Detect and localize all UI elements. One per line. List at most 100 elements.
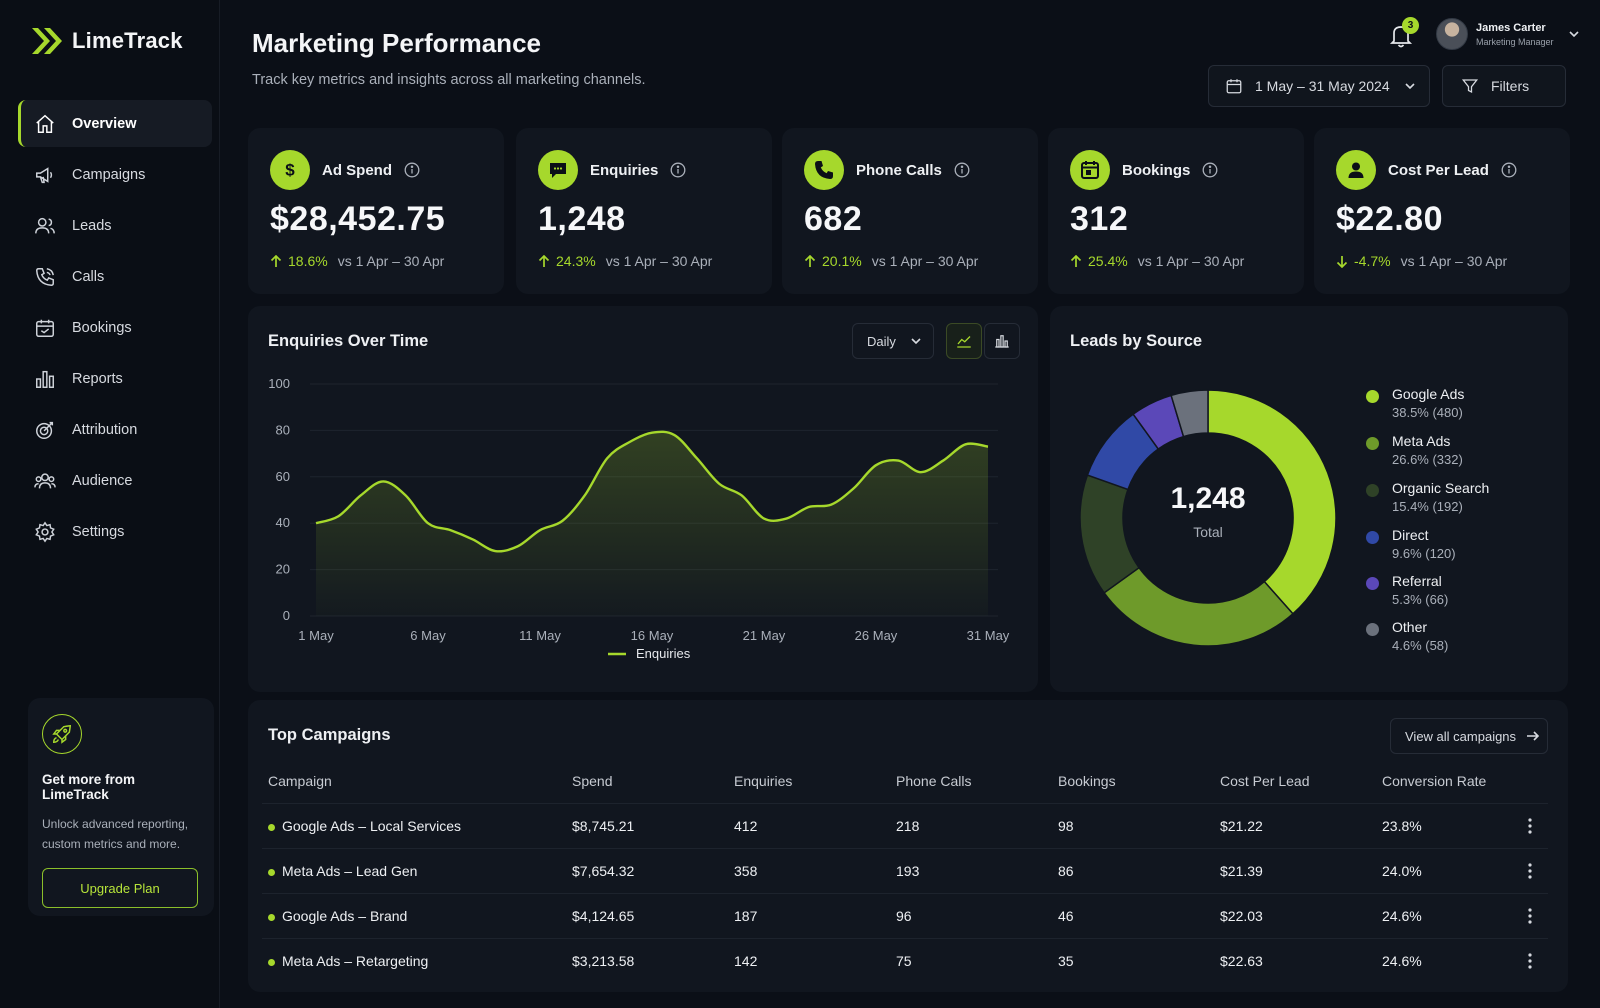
donut-slice-google-ads[interactable] bbox=[1207, 389, 1337, 615]
data-point[interactable] bbox=[624, 436, 636, 448]
data-point[interactable] bbox=[780, 513, 792, 525]
data-point[interactable] bbox=[332, 510, 344, 522]
kpi-value: $28,452.75 bbox=[270, 200, 446, 238]
data-point[interactable] bbox=[736, 489, 748, 501]
data-point[interactable] bbox=[937, 455, 949, 467]
data-point[interactable] bbox=[758, 513, 770, 525]
table-cell: 193 bbox=[896, 863, 920, 879]
donut-slice-other[interactable] bbox=[1170, 389, 1209, 438]
data-point[interactable] bbox=[646, 427, 658, 439]
data-point[interactable] bbox=[982, 441, 994, 453]
column-header-campaign[interactable]: Campaign bbox=[268, 773, 332, 789]
sidebar-item-audience[interactable]: Audience bbox=[18, 457, 212, 504]
donut-slice-meta-ads[interactable] bbox=[1103, 566, 1294, 647]
x-tick-label: 21 May bbox=[743, 628, 786, 643]
legend-label: Google Ads bbox=[1392, 386, 1465, 402]
data-point[interactable] bbox=[534, 524, 546, 536]
data-point[interactable] bbox=[422, 517, 434, 529]
sidebar-item-leads[interactable]: Leads bbox=[18, 202, 212, 249]
bar-chart-icon bbox=[36, 370, 54, 388]
sidebar-item-overview[interactable]: Overview bbox=[18, 100, 212, 147]
sidebar-item-label: Leads bbox=[72, 217, 112, 234]
more-options-icon[interactable] bbox=[1525, 816, 1535, 836]
sidebar-item-settings[interactable]: Settings bbox=[18, 508, 212, 555]
kpi-delta: 25.4% vs 1 Apr – 30 Apr bbox=[1070, 253, 1282, 269]
bar-chart-icon bbox=[995, 335, 1009, 348]
rocket-icon bbox=[42, 714, 82, 754]
sidebar-item-bookings[interactable]: Bookings bbox=[18, 304, 212, 351]
user-menu[interactable]: James Carter Marketing Manager bbox=[1436, 18, 1580, 50]
sidebar-item-reports[interactable]: Reports bbox=[18, 355, 212, 402]
table-row[interactable]: Google Ads – Brand $4,124.65 187 96 46 $22.03… bbox=[262, 893, 1548, 938]
data-point[interactable] bbox=[960, 438, 972, 450]
data-point[interactable] bbox=[444, 524, 456, 536]
line-chart-toggle[interactable] bbox=[946, 323, 982, 359]
data-point[interactable] bbox=[915, 466, 927, 478]
data-point[interactable] bbox=[579, 489, 591, 501]
view-all-campaigns-button[interactable]: View all campaigns bbox=[1390, 718, 1548, 754]
legend-label: Meta Ads bbox=[1392, 433, 1451, 449]
info-icon[interactable] bbox=[404, 162, 420, 178]
sidebar-item-label: Attribution bbox=[72, 421, 138, 438]
info-icon[interactable] bbox=[670, 162, 686, 178]
table-row[interactable]: Google Ads – Local Services $8,745.21 412 2… bbox=[262, 803, 1548, 848]
data-point[interactable] bbox=[713, 478, 725, 490]
bar-chart-toggle[interactable] bbox=[984, 323, 1020, 359]
granularity-select[interactable]: Daily bbox=[852, 323, 934, 359]
sidebar-item-calls[interactable]: Calls bbox=[18, 253, 212, 300]
upgrade-promo: Get more from LimeTrack Unlock advanced … bbox=[28, 698, 214, 916]
table-cell: 24.6% bbox=[1382, 908, 1422, 924]
info-icon[interactable] bbox=[1501, 162, 1517, 178]
data-point[interactable] bbox=[467, 533, 479, 545]
megaphone-icon bbox=[36, 166, 53, 183]
data-point[interactable] bbox=[355, 489, 367, 501]
more-options-icon[interactable] bbox=[1525, 951, 1535, 971]
data-point[interactable] bbox=[825, 499, 837, 511]
home-icon bbox=[36, 114, 54, 133]
data-point[interactable] bbox=[601, 452, 613, 464]
legend-value: 15.4% (192) bbox=[1392, 499, 1463, 514]
more-options-icon[interactable] bbox=[1525, 906, 1535, 926]
data-point[interactable] bbox=[512, 540, 524, 552]
table-cell: Meta Ads – Lead Gen bbox=[282, 863, 418, 879]
data-point[interactable] bbox=[310, 517, 322, 529]
data-point[interactable] bbox=[489, 545, 501, 557]
data-point[interactable] bbox=[892, 455, 904, 467]
info-icon[interactable] bbox=[954, 162, 970, 178]
data-point[interactable] bbox=[556, 515, 568, 527]
table-cell: 23.8% bbox=[1382, 818, 1422, 834]
column-header-enquiries[interactable]: Enquiries bbox=[734, 773, 793, 789]
table-cell: 35 bbox=[1058, 953, 1074, 969]
avatar bbox=[1436, 18, 1468, 50]
top-campaigns-panel bbox=[248, 700, 1568, 992]
data-point[interactable] bbox=[848, 482, 860, 494]
column-header-cost-per-lead[interactable]: Cost Per Lead bbox=[1220, 773, 1310, 789]
kpi-header: $ Ad Spend bbox=[270, 150, 482, 190]
data-point[interactable] bbox=[870, 459, 882, 471]
data-point[interactable] bbox=[691, 452, 703, 464]
column-header-bookings[interactable]: Bookings bbox=[1058, 773, 1116, 789]
sidebar-item-label: Audience bbox=[72, 472, 133, 489]
table-row[interactable]: Meta Ads – Retargeting $3,213.58 142 75 35 $2… bbox=[262, 938, 1548, 983]
data-point[interactable] bbox=[803, 501, 815, 513]
y-tick-label: 60 bbox=[276, 469, 290, 484]
column-header-phone-calls[interactable]: Phone Calls bbox=[896, 773, 972, 789]
logo[interactable]: LimeTrack bbox=[30, 26, 183, 56]
column-header-conversion-rate[interactable]: Conversion Rate bbox=[1382, 773, 1487, 789]
data-point[interactable] bbox=[400, 489, 412, 501]
data-point[interactable] bbox=[668, 429, 680, 441]
data-point[interactable] bbox=[377, 475, 389, 487]
kpi-header: Bookings bbox=[1070, 150, 1282, 190]
kpi-delta-percent: 25.4% bbox=[1088, 253, 1128, 269]
more-options-icon[interactable] bbox=[1525, 861, 1535, 881]
x-tick-label: 16 May bbox=[631, 628, 674, 643]
sidebar-item-attribution[interactable]: Attribution bbox=[18, 406, 212, 453]
info-icon[interactable] bbox=[1202, 162, 1218, 178]
filters-button[interactable]: Filters bbox=[1442, 65, 1566, 107]
column-header-spend[interactable]: Spend bbox=[572, 773, 613, 789]
kpi-delta: 18.6% vs 1 Apr – 30 Apr bbox=[270, 253, 482, 269]
table-row[interactable]: Meta Ads – Lead Gen $7,654.32 358 193 86 $21.… bbox=[262, 848, 1548, 893]
date-range-picker[interactable]: 1 May – 31 May 2024 bbox=[1208, 65, 1430, 107]
upgrade-plan-button[interactable]: Upgrade Plan bbox=[42, 868, 198, 908]
sidebar-item-campaigns[interactable]: Campaigns bbox=[18, 151, 212, 198]
